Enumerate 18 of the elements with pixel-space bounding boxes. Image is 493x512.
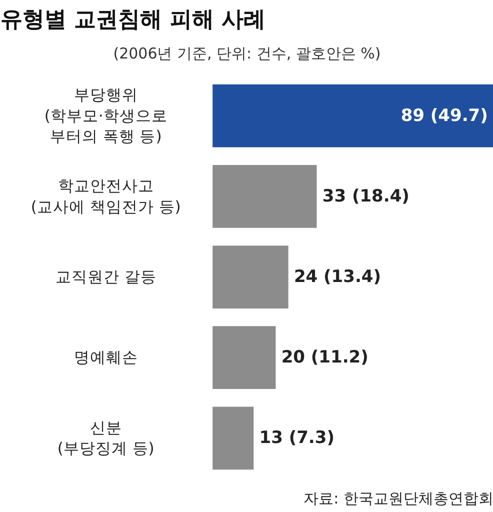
- text: 자료: 한국교원단체총연합회: [304, 490, 493, 508]
- data-label: 24 (13.4): [294, 267, 382, 288]
- data-label: 13 (7.3): [259, 428, 334, 448]
- data-label: 33 (18.4): [322, 186, 410, 206]
- chart-title: 유형별 교권침해 피해 사례: [0, 8, 266, 32]
- bar: [212, 84, 493, 148]
- data-label: 20 (11.2): [281, 348, 368, 368]
- data-label: 89 (49.7): [400, 106, 488, 126]
- y-tick-label: 부당행위 (학부모·학생으로 부터의 폭행 등): [44, 86, 168, 146]
- y-tick-label: 신분 (부당징계 등): [57, 418, 154, 458]
- y-tick-label: 교직원간 갈등: [55, 268, 156, 286]
- y-tick-label: 명예훼손: [74, 348, 138, 367]
- y-tick-label: 학교안전사고 (교사에 책임전가 등): [30, 177, 181, 216]
- bar: [212, 406, 254, 470]
- bar: [212, 326, 276, 390]
- bar: [212, 165, 317, 228]
- bar: [212, 246, 288, 308]
- chart-subtitle: (2006년 기준, 단위: 건수, 괄호안은 %): [113, 44, 381, 62]
